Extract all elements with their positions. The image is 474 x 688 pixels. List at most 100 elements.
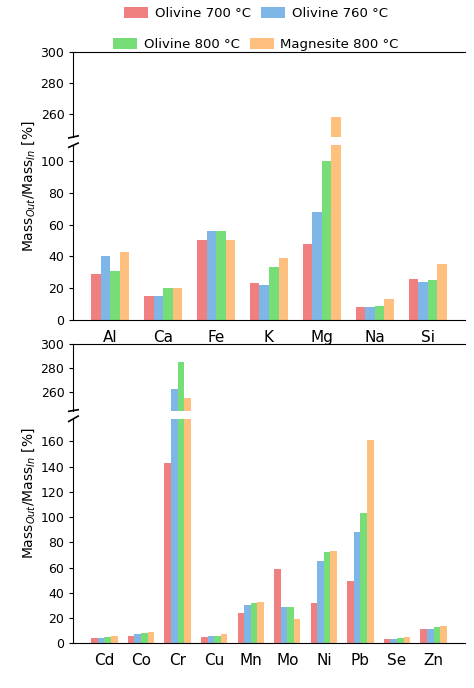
Bar (251, 668, 257, 688)
Bar (147, 632, 154, 643)
Bar (375, 305, 384, 320)
Text: Mass$_{Out}$/Mass$_{In}$ [%]: Mass$_{Out}$/Mass$_{In}$ [%] (20, 428, 37, 559)
Bar (317, 561, 324, 643)
Bar (269, 466, 279, 517)
Legend: Olivine 800 °C, Magnesite 800 °C: Olivine 800 °C, Magnesite 800 °C (113, 38, 399, 51)
Bar (281, 607, 287, 643)
Bar (331, 0, 341, 320)
Bar (154, 494, 163, 517)
Text: Mass$_{Out}$/Mass$_{In}$ [%]: Mass$_{Out}$/Mass$_{In}$ [%] (20, 120, 37, 252)
Bar (164, 463, 171, 643)
Bar (104, 637, 111, 643)
Bar (144, 296, 154, 320)
Bar (91, 638, 98, 643)
Bar (207, 430, 216, 517)
Bar (173, 486, 182, 517)
Bar (214, 636, 221, 643)
Bar (251, 603, 257, 643)
Bar (279, 258, 288, 320)
Bar (310, 668, 317, 688)
Bar (101, 257, 110, 320)
Bar (354, 601, 360, 688)
Bar (178, 284, 184, 643)
Bar (257, 667, 264, 688)
Bar (428, 280, 437, 320)
Bar (440, 625, 447, 643)
Bar (354, 533, 360, 643)
Bar (324, 552, 330, 643)
Bar (347, 647, 354, 688)
Bar (274, 569, 281, 643)
Bar (259, 285, 269, 320)
Bar (409, 279, 418, 320)
Bar (101, 455, 110, 517)
Bar (375, 503, 384, 517)
Bar (434, 627, 440, 643)
Bar (331, 117, 341, 517)
Bar (294, 619, 301, 643)
Bar (91, 472, 101, 517)
Bar (317, 628, 324, 688)
Bar (244, 671, 251, 688)
Bar (110, 270, 120, 320)
Legend: Olivine 700 °C, Olivine 760 °C: Olivine 700 °C, Olivine 760 °C (124, 7, 388, 20)
Bar (428, 478, 437, 517)
Bar (384, 640, 391, 643)
Bar (163, 486, 173, 517)
Bar (287, 671, 294, 688)
Bar (420, 630, 427, 643)
Bar (197, 241, 207, 320)
Bar (98, 638, 104, 643)
Bar (259, 483, 269, 517)
Bar (250, 283, 259, 320)
Bar (322, 161, 331, 320)
Bar (322, 362, 331, 517)
Bar (312, 411, 322, 517)
Bar (391, 640, 397, 643)
Bar (312, 212, 322, 320)
Bar (356, 504, 365, 517)
Bar (184, 322, 191, 643)
Bar (250, 482, 259, 517)
Bar (216, 430, 226, 517)
Bar (437, 462, 447, 517)
Bar (269, 268, 279, 320)
Bar (303, 244, 312, 320)
Bar (91, 274, 101, 320)
Bar (184, 398, 191, 688)
Bar (427, 630, 434, 643)
Bar (141, 633, 147, 643)
Bar (384, 299, 394, 320)
Bar (324, 620, 330, 688)
Bar (135, 634, 141, 643)
Bar (294, 684, 301, 688)
Bar (279, 456, 288, 517)
Bar (173, 288, 182, 320)
Bar (330, 619, 337, 688)
Bar (164, 534, 171, 688)
Bar (208, 636, 214, 643)
Bar (221, 634, 228, 643)
Bar (257, 602, 264, 643)
Bar (367, 512, 374, 688)
Bar (281, 671, 287, 688)
Bar (367, 440, 374, 643)
Bar (216, 231, 226, 320)
Bar (207, 231, 216, 320)
Bar (397, 638, 403, 643)
Bar (365, 308, 375, 320)
Bar (310, 603, 317, 643)
Bar (303, 442, 312, 517)
Bar (171, 389, 178, 688)
Bar (356, 308, 365, 320)
Bar (226, 440, 235, 517)
Bar (418, 282, 428, 320)
Bar (120, 252, 129, 320)
Bar (128, 636, 135, 643)
Bar (409, 477, 418, 517)
Bar (360, 513, 367, 643)
Bar (287, 607, 294, 643)
Bar (110, 469, 120, 517)
Bar (154, 296, 163, 320)
Bar (163, 288, 173, 320)
